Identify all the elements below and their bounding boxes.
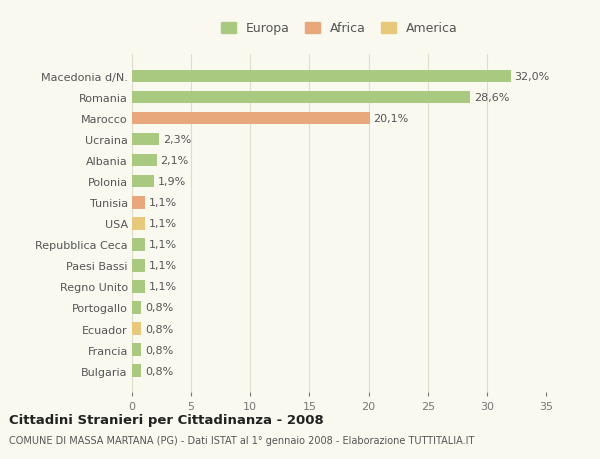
Bar bbox=[132, 175, 154, 188]
Text: Cittadini Stranieri per Cittadinanza - 2008: Cittadini Stranieri per Cittadinanza - 2… bbox=[9, 413, 324, 426]
Bar bbox=[132, 239, 145, 251]
Legend: Europa, Africa, America: Europa, Africa, America bbox=[216, 17, 462, 40]
Text: 1,1%: 1,1% bbox=[149, 240, 176, 250]
Text: COMUNE DI MASSA MARTANA (PG) - Dati ISTAT al 1° gennaio 2008 - Elaborazione TUTT: COMUNE DI MASSA MARTANA (PG) - Dati ISTA… bbox=[9, 435, 475, 445]
Text: 2,1%: 2,1% bbox=[160, 156, 188, 166]
Text: 28,6%: 28,6% bbox=[474, 93, 509, 103]
Bar bbox=[132, 343, 142, 356]
Text: 0,8%: 0,8% bbox=[145, 324, 173, 334]
Bar bbox=[132, 218, 145, 230]
Text: 0,8%: 0,8% bbox=[145, 345, 173, 355]
Text: 1,1%: 1,1% bbox=[149, 282, 176, 292]
Bar bbox=[132, 196, 145, 209]
Text: 0,8%: 0,8% bbox=[145, 303, 173, 313]
Text: 1,1%: 1,1% bbox=[149, 261, 176, 271]
Bar bbox=[132, 91, 470, 104]
Text: 32,0%: 32,0% bbox=[514, 72, 550, 82]
Text: 1,9%: 1,9% bbox=[158, 177, 186, 187]
Text: 0,8%: 0,8% bbox=[145, 366, 173, 376]
Bar bbox=[132, 259, 145, 272]
Bar bbox=[132, 112, 370, 125]
Text: 20,1%: 20,1% bbox=[373, 114, 409, 124]
Bar bbox=[132, 154, 157, 167]
Bar bbox=[132, 302, 142, 314]
Bar bbox=[132, 70, 511, 83]
Text: 2,3%: 2,3% bbox=[163, 135, 191, 145]
Text: 1,1%: 1,1% bbox=[149, 198, 176, 208]
Bar bbox=[132, 323, 142, 335]
Bar bbox=[132, 364, 142, 377]
Bar bbox=[132, 134, 159, 146]
Bar bbox=[132, 280, 145, 293]
Text: 1,1%: 1,1% bbox=[149, 219, 176, 229]
